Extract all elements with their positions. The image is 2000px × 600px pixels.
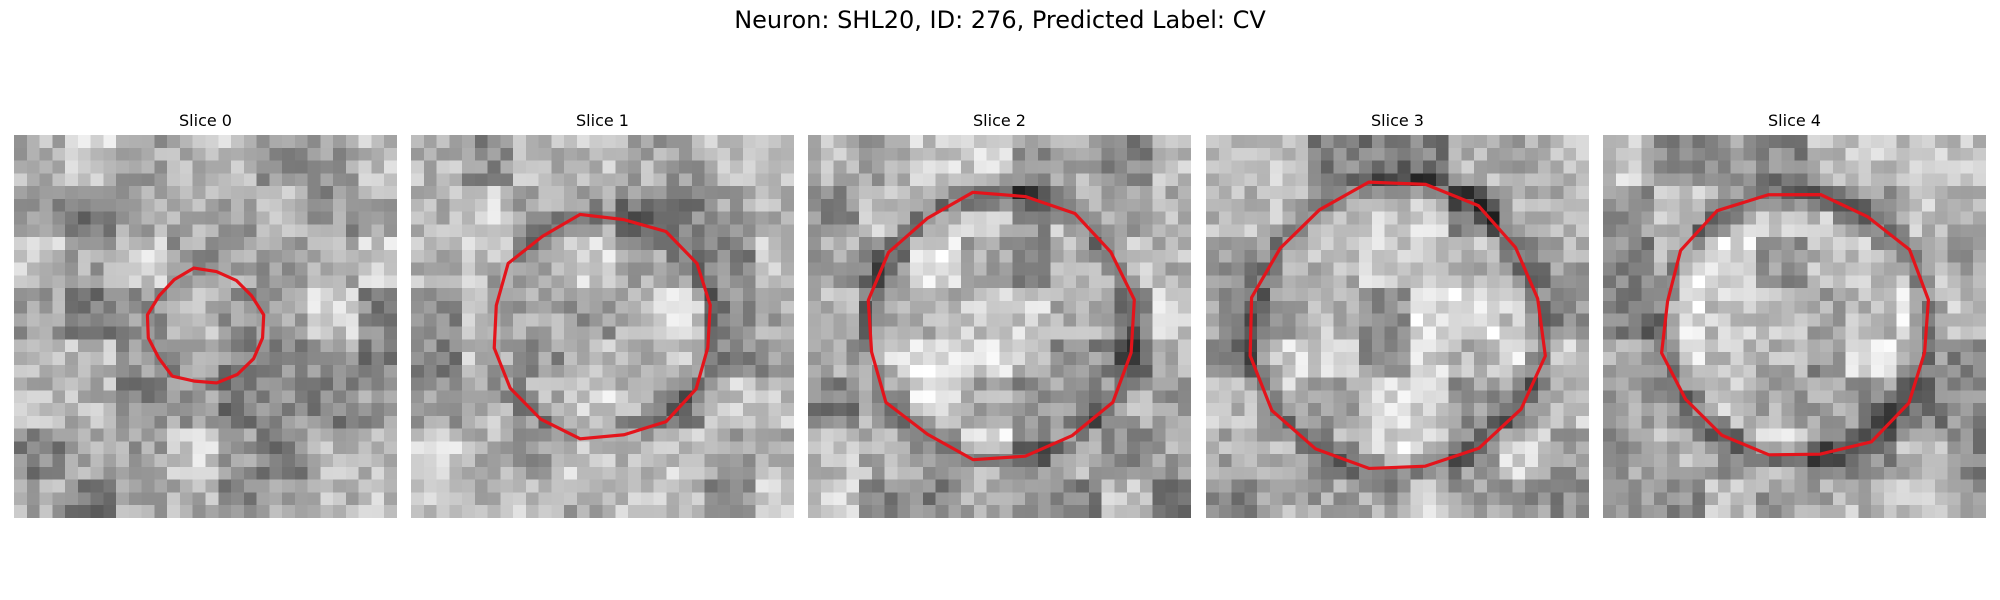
figure-title: Neuron: SHL20, ID: 276, Predicted Label:… (734, 6, 1266, 34)
slice-panel-2: Slice 2 (808, 110, 1191, 518)
contour-polygon (492, 212, 712, 441)
slice-panel-3: Slice 3 (1206, 110, 1589, 518)
slice-panel-0: Slice 0 (14, 110, 397, 518)
slice-image-2 (808, 135, 1191, 518)
contour-polygon (1660, 193, 1931, 457)
slice-image-3 (1206, 135, 1589, 518)
slice-image-4 (1603, 135, 1986, 518)
slice-title: Slice 4 (1768, 111, 1821, 130)
slice-title: Slice 0 (179, 111, 232, 130)
slice-image-1 (411, 135, 794, 518)
contour-polygon (145, 266, 266, 385)
image-pixels (411, 135, 794, 518)
image-pixels (1206, 135, 1589, 518)
slice-image-0 (14, 135, 397, 518)
contour-polygon (866, 190, 1136, 462)
slice-title: Slice 2 (973, 111, 1026, 130)
image-pixels (1603, 135, 1986, 518)
slice-title: Slice 3 (1371, 111, 1424, 130)
slice-panel-1: Slice 1 (411, 110, 794, 518)
image-pixels (808, 135, 1191, 518)
slice-title: Slice 1 (576, 111, 629, 130)
contour-polygon (1248, 180, 1547, 471)
image-pixels (14, 135, 397, 518)
slice-panel-4: Slice 4 (1603, 110, 1986, 518)
